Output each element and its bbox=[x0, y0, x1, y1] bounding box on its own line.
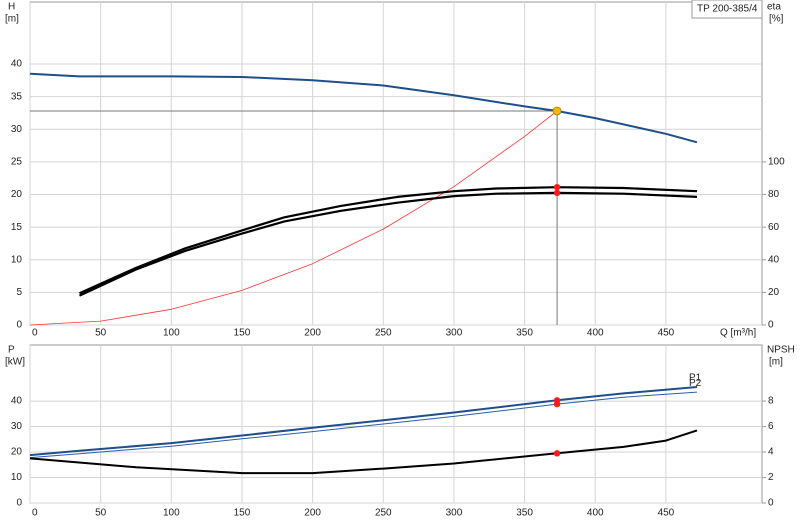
x-tick-label: 300 bbox=[446, 328, 463, 339]
y2-tick-label: 40 bbox=[768, 254, 780, 265]
y-tick-label: 40 bbox=[11, 59, 23, 70]
y-tick-label: 5 bbox=[16, 287, 22, 298]
x-tick-label: 200 bbox=[304, 328, 321, 339]
y2-tick-label: 8 bbox=[768, 396, 774, 407]
x-tick-label: 350 bbox=[516, 328, 533, 339]
y-unit: [m] bbox=[5, 14, 19, 25]
marker bbox=[553, 183, 561, 191]
y-tick-label: 0 bbox=[16, 498, 22, 509]
x-tick-label: 250 bbox=[375, 328, 392, 339]
y2-tick-label: 100 bbox=[768, 157, 785, 168]
y-tick-label: 15 bbox=[11, 222, 23, 233]
curve bbox=[29, 429, 698, 475]
y-tick-label: 35 bbox=[11, 91, 23, 102]
y2-tick-label: 4 bbox=[768, 447, 774, 458]
plot-frame bbox=[29, 344, 763, 504]
curve bbox=[79, 186, 698, 295]
x-tick-label: 150 bbox=[234, 508, 251, 519]
x-tick-label: 150 bbox=[234, 328, 251, 339]
x-tick-label: 100 bbox=[163, 328, 180, 339]
curve bbox=[29, 110, 558, 326]
y2-tick-label: 0 bbox=[768, 320, 774, 331]
y-tick-label: 20 bbox=[11, 447, 23, 458]
y-label: P bbox=[8, 345, 15, 356]
x-tick-label: 0 bbox=[32, 508, 38, 519]
y2-unit: [%] bbox=[769, 14, 784, 25]
x-tick-label: 0 bbox=[32, 328, 38, 339]
y-unit: [kW] bbox=[5, 357, 25, 368]
y2-tick-label: 0 bbox=[768, 498, 774, 509]
legend-title: TP 200-385/4 bbox=[697, 4, 758, 15]
y-tick-label: 25 bbox=[11, 157, 23, 168]
y2-unit: [m] bbox=[769, 357, 783, 368]
curve-label: P1 bbox=[689, 373, 702, 384]
y-tick-label: 40 bbox=[11, 396, 23, 407]
x-tick-label: 100 bbox=[163, 508, 180, 519]
y-tick-label: 30 bbox=[11, 421, 23, 432]
x-tick-label: 450 bbox=[658, 328, 675, 339]
y-tick-label: 10 bbox=[11, 254, 23, 265]
x-tick-label: 50 bbox=[95, 328, 107, 339]
y-tick-label: 10 bbox=[11, 472, 23, 483]
curve bbox=[79, 191, 698, 297]
marker bbox=[553, 400, 561, 408]
x-tick-label: 400 bbox=[587, 508, 604, 519]
y2-tick-label: 80 bbox=[768, 189, 780, 200]
y2-tick-label: 2 bbox=[768, 472, 774, 483]
x-tick-label: 250 bbox=[375, 508, 392, 519]
y-tick-label: 20 bbox=[11, 189, 23, 200]
y-label: H bbox=[8, 2, 15, 13]
y2-tick-label: 60 bbox=[768, 222, 780, 233]
legend-box bbox=[691, 0, 763, 19]
duty-point bbox=[552, 106, 562, 116]
curve bbox=[29, 391, 698, 459]
x-tick-label: 350 bbox=[516, 508, 533, 519]
curve-label: P2 bbox=[689, 378, 702, 389]
y2-tick-label: 6 bbox=[768, 421, 774, 432]
x-tick-label: 450 bbox=[658, 508, 675, 519]
y2-label: NPSH bbox=[767, 345, 795, 356]
plot-frame bbox=[29, 1, 763, 326]
y-tick-label: 30 bbox=[11, 124, 23, 135]
x-tick-label: 200 bbox=[304, 508, 321, 519]
x-label: Q [m³/h] bbox=[720, 328, 756, 339]
curve bbox=[29, 72, 698, 144]
x-tick-label: 300 bbox=[446, 508, 463, 519]
curve bbox=[29, 386, 698, 457]
y2-tick-label: 20 bbox=[768, 287, 780, 298]
x-tick-label: 50 bbox=[95, 508, 107, 519]
marker bbox=[553, 189, 561, 197]
marker bbox=[553, 450, 561, 457]
x-tick-label: 400 bbox=[587, 328, 604, 339]
y2-label: eta bbox=[767, 2, 781, 13]
y-tick-label: 0 bbox=[16, 320, 22, 331]
